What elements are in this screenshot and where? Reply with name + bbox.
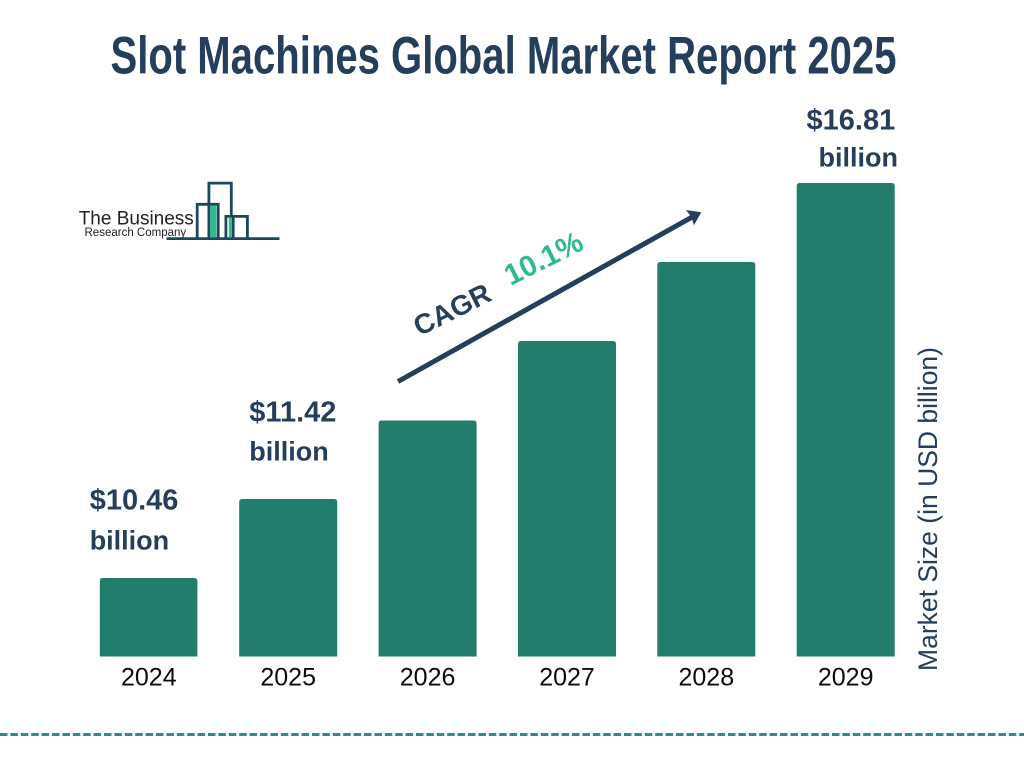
svg-text:$16.81: $16.81 <box>807 104 896 136</box>
svg-text:Research Company: Research Company <box>85 227 187 239</box>
svg-text:$10.46: $10.46 <box>90 485 179 517</box>
svg-text:Market Size (in USD billion): Market Size (in USD billion) <box>913 347 943 671</box>
svg-text:2028: 2028 <box>678 663 734 691</box>
svg-text:2027: 2027 <box>539 663 595 691</box>
svg-text:2024: 2024 <box>121 663 177 691</box>
svg-text:billion: billion <box>819 143 898 173</box>
svg-text:billion: billion <box>249 436 328 466</box>
svg-text:billion: billion <box>90 525 169 555</box>
svg-text:2029: 2029 <box>818 663 874 691</box>
svg-text:2026: 2026 <box>400 663 456 691</box>
svg-text:2025: 2025 <box>260 663 316 691</box>
svg-text:$11.42: $11.42 <box>249 396 336 428</box>
svg-text:The Business: The Business <box>79 208 194 229</box>
svg-text:Slot Machines Global Market Re: Slot Machines Global Market Report 2025 <box>111 27 897 86</box>
